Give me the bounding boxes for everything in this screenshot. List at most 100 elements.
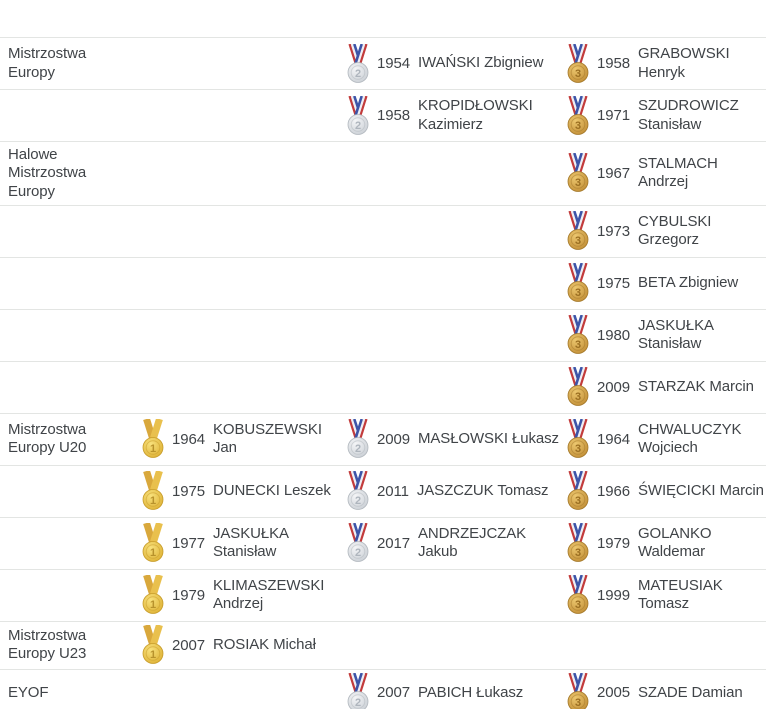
table-row: 1 1975 DUNECKI Leszek 2 2011 JASZCZUK Tomasz… <box>0 464 766 517</box>
svg-text:3: 3 <box>575 119 581 131</box>
medal-year: 1967 <box>597 164 630 182</box>
silver-medal-cell: 2 2007 PABICH Łukasz <box>345 672 565 709</box>
athlete-name: JASKUŁKA Stanisław <box>212 525 289 561</box>
athlete-name: ŚWIĘCICKI Marcin <box>637 482 764 500</box>
athlete-name: GRABOWSKI Henryk <box>637 45 730 81</box>
table-row: 1 1979 KLIMASZEWSKI Andrzej 3 1999 MATEUSIAK… <box>0 568 766 621</box>
bronze-medal-icon: 3 <box>567 95 589 135</box>
medal-year: 2009 <box>597 378 630 396</box>
medal-year: 1973 <box>597 222 630 240</box>
silver-medal-cell: 2 1954 IWAŃSKI Zbigniew <box>345 43 565 84</box>
medal-table-rows: Mistrzostwa Europy 2 1954 IWAŃSKI Zbigniew… <box>0 37 766 709</box>
svg-text:3: 3 <box>575 339 581 351</box>
medal-year: 1999 <box>597 586 630 604</box>
bronze-medal-cell: 3 1971 SZUDROWICZ Stanisław <box>565 95 766 136</box>
athlete-name: CHWALUCZYK Wojciech <box>637 421 742 457</box>
svg-text:3: 3 <box>575 495 581 507</box>
gold-medal-icon: 1 <box>142 523 164 563</box>
bronze-medal-cell: 3 1980 JASKUŁKA Stanisław <box>565 315 766 355</box>
category-label <box>0 227 140 235</box>
svg-text:1: 1 <box>150 495 156 507</box>
medal-year: 1977 <box>172 534 205 552</box>
silver-medal-icon: 2 <box>347 471 369 511</box>
category-label <box>0 383 140 391</box>
athlete-name: STALMACH Andrzej <box>637 155 718 191</box>
athlete-name: MATEUSIAK Tomasz <box>637 577 723 613</box>
svg-text:2: 2 <box>355 547 361 559</box>
svg-text:2: 2 <box>355 495 361 507</box>
medal-year: 2007 <box>172 636 205 654</box>
athlete-name: ANDRZEJCZAK Jakub <box>417 525 527 561</box>
silver-medal-icon: 2 <box>347 95 369 135</box>
medal-year: 1958 <box>597 55 630 72</box>
medal-year: 2005 <box>597 684 630 702</box>
svg-text:1: 1 <box>150 547 156 559</box>
category-label: Mistrzostwa Europy <box>8 45 87 81</box>
svg-text:3: 3 <box>575 177 581 189</box>
svg-text:1: 1 <box>150 443 156 455</box>
silver-medal-icon: 2 <box>347 419 369 459</box>
athlete-name: SZADE Damian <box>637 683 743 701</box>
svg-text:3: 3 <box>575 235 581 247</box>
table-row: 3 1975 BETA Zbigniew <box>0 256 766 309</box>
athlete-name: KLIMASZEWSKI Andrzej <box>212 577 325 613</box>
medal-year: 1954 <box>377 55 410 72</box>
medal-year: 1975 <box>597 274 630 292</box>
bronze-medal-cell: 3 2005 SZADE Damian <box>565 672 766 709</box>
bronze-medal-icon: 3 <box>567 575 589 615</box>
athlete-name: ROSIAK Michał <box>212 636 316 654</box>
bronze-medal-icon: 3 <box>567 419 589 459</box>
category-label: Mistrzostwa Europy U23 <box>8 627 87 663</box>
gold-medal-icon: 1 <box>142 419 164 459</box>
category-label <box>0 112 140 120</box>
silver-medal-cell: 2 2011 JASZCZUK Tomasz <box>345 471 565 511</box>
svg-text:3: 3 <box>575 443 581 455</box>
category-label: Mistrzostwa Europy U20 <box>8 421 87 457</box>
table-row: 3 2009 STARZAK Marcin <box>0 360 766 413</box>
svg-text:2: 2 <box>355 443 361 455</box>
athlete-name: IWAŃSKI Zbigniew <box>417 54 544 72</box>
bronze-medal-icon: 3 <box>567 471 589 511</box>
medal-year: 2009 <box>377 430 410 448</box>
bronze-medal-icon: 3 <box>567 315 589 355</box>
category-label <box>0 279 140 287</box>
bronze-medal-cell: 3 1966 ŚWIĘCICKI Marcin <box>565 471 766 511</box>
table-row: Mistrzostwa Europy U20 1 1964 KOBUSZEWSKI … <box>0 412 766 465</box>
silver-medal-cell: 2 1958 KROPIDŁOWSKI Kazimierz <box>345 95 565 136</box>
medal-year: 2017 <box>377 534 410 552</box>
svg-text:3: 3 <box>575 599 581 611</box>
medal-year: 2011 <box>377 482 409 500</box>
table-row: 3 1980 JASKUŁKA Stanisław <box>0 308 766 361</box>
table-row: Mistrzostwa Europy 2 1954 IWAŃSKI Zbigniew… <box>0 37 766 89</box>
category-label <box>0 331 140 339</box>
svg-text:2: 2 <box>355 697 361 709</box>
svg-text:1: 1 <box>150 599 156 611</box>
athlete-name: CYBULSKI Grzegorz <box>637 213 712 249</box>
athlete-name: JASKUŁKA Stanisław <box>637 317 714 353</box>
top-spacer <box>0 0 766 37</box>
medal-year: 1966 <box>597 482 630 500</box>
athlete-name: KROPIDŁOWSKI Kazimierz <box>417 97 533 133</box>
table-row: 3 1973 CYBULSKI Grzegorz <box>0 204 766 257</box>
category-label <box>0 591 140 599</box>
bronze-medal-icon: 3 <box>567 367 589 407</box>
gold-medal-icon: 1 <box>142 575 164 615</box>
gold-medal-cell: 1 1975 DUNECKI Leszek <box>140 471 345 511</box>
athlete-name: PABICH Łukasz <box>417 683 524 701</box>
medal-year: 1971 <box>597 107 630 124</box>
category-label: Halowe Mistrzostwa Europy <box>8 146 87 200</box>
silver-medal-cell: 2 2009 MASŁOWSKI Łukasz <box>345 419 565 459</box>
medal-year: 1979 <box>597 534 630 552</box>
svg-text:3: 3 <box>575 697 581 709</box>
gold-medal-cell: 1 1977 JASKUŁKA Stanisław <box>140 523 345 563</box>
bronze-medal-cell: 3 1964 CHWALUCZYK Wojciech <box>565 419 766 459</box>
athlete-name: GOLANKO Waldemar <box>637 525 712 561</box>
gold-medal-icon: 1 <box>142 471 164 511</box>
bronze-medal-icon: 3 <box>567 153 589 193</box>
medal-year: 1975 <box>172 482 205 500</box>
athlete-name: JASZCZUK Tomasz <box>416 482 549 500</box>
athlete-name: DUNECKI Leszek <box>212 482 331 500</box>
bronze-medal-cell: 3 1975 BETA Zbigniew <box>565 263 766 303</box>
gold-medal-cell: 1 1964 KOBUSZEWSKI Jan <box>140 419 345 459</box>
bronze-medal-cell: 3 2009 STARZAK Marcin <box>565 367 766 407</box>
